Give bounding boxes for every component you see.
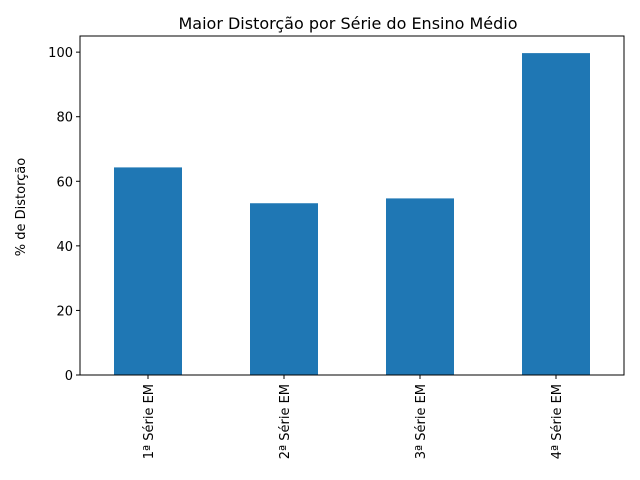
- chart-title: Maior Distorção por Série do Ensino Médi…: [178, 14, 517, 33]
- bars-layer: [114, 53, 590, 376]
- bar-2: [250, 203, 318, 375]
- x-axis-ticks: 1ª Série EM 2ª Série EM 3ª Série EM 4ª Séri…: [142, 375, 565, 459]
- y-tick-label-1: 0: [65, 369, 73, 384]
- bar-4: [522, 53, 590, 376]
- y-tick-label-4: 60: [56, 175, 73, 190]
- x-tick-label-3: 3ª Série EM: [414, 384, 429, 459]
- y-tick-label-2: 20: [56, 304, 73, 319]
- x-tick-label-2: 2ª Série EM: [278, 384, 293, 459]
- y-axis-label: % de Distorção: [14, 158, 29, 256]
- y-axis-ticks: 0 20 40 60 80 100: [48, 46, 80, 384]
- bar-3: [386, 198, 454, 375]
- y-tick-label-5: 80: [56, 111, 73, 126]
- y-tick-label-6: 100: [48, 46, 73, 61]
- x-tick-label-4: 4ª Série EM: [550, 384, 565, 459]
- plot-frame: [79, 35, 625, 376]
- x-tick-label-1: 1ª Série EM: [142, 384, 157, 459]
- y-tick-label-3: 40: [56, 240, 73, 255]
- bar-1: [114, 167, 182, 375]
